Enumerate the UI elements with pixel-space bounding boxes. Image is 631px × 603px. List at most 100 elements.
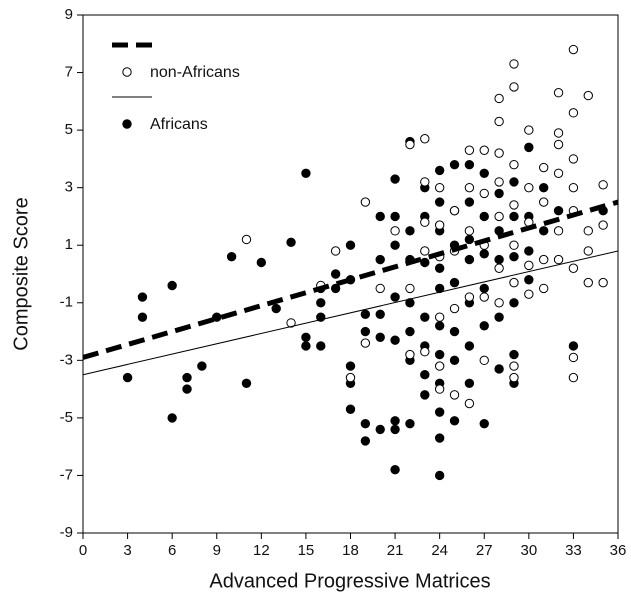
data-point bbox=[479, 168, 489, 178]
data-point bbox=[494, 254, 504, 265]
data-point bbox=[405, 418, 415, 429]
data-point bbox=[256, 257, 267, 268]
data-point bbox=[509, 211, 519, 222]
data-point bbox=[316, 341, 326, 351]
x-tick-label: 24 bbox=[431, 542, 448, 559]
data-point bbox=[449, 355, 460, 366]
data-point bbox=[375, 332, 385, 343]
data-point bbox=[420, 347, 430, 357]
data-point bbox=[375, 254, 385, 265]
legend-label: Africans bbox=[150, 116, 208, 133]
data-point bbox=[390, 174, 400, 184]
data-point bbox=[301, 168, 311, 178]
data-point bbox=[553, 226, 564, 236]
data-point bbox=[538, 254, 549, 265]
data-point bbox=[479, 145, 489, 155]
data-point bbox=[553, 205, 564, 216]
data-point bbox=[434, 361, 445, 371]
data-point bbox=[405, 283, 415, 294]
data-point bbox=[464, 197, 475, 207]
data-point bbox=[598, 277, 608, 288]
trend-line bbox=[82, 199, 619, 360]
data-point bbox=[182, 372, 192, 383]
x-tick-label: 15 bbox=[298, 542, 315, 559]
y-tick-label: -3 bbox=[60, 351, 73, 368]
data-point bbox=[390, 424, 400, 435]
x-tick-label: 21 bbox=[387, 542, 404, 559]
data-point bbox=[405, 226, 415, 236]
data-point bbox=[167, 280, 177, 291]
data-point bbox=[390, 416, 400, 426]
data-point bbox=[509, 82, 519, 92]
data-point bbox=[538, 197, 549, 207]
data-point bbox=[464, 398, 475, 409]
data-point bbox=[479, 249, 489, 259]
data-point bbox=[583, 226, 593, 236]
data-point bbox=[434, 263, 445, 273]
data-point bbox=[524, 142, 534, 153]
data-point bbox=[568, 372, 579, 383]
data-point bbox=[524, 246, 534, 256]
data-point bbox=[137, 292, 148, 302]
x-tick-label: 12 bbox=[253, 542, 270, 559]
data-point bbox=[583, 246, 593, 256]
x-tick-label: 18 bbox=[342, 542, 359, 559]
data-point bbox=[434, 220, 445, 230]
data-point bbox=[568, 263, 579, 273]
data-point bbox=[449, 277, 460, 288]
data-point bbox=[524, 289, 534, 299]
data-point bbox=[122, 372, 133, 383]
data-point bbox=[479, 211, 489, 222]
data-point bbox=[509, 240, 519, 250]
data-point bbox=[449, 390, 460, 400]
data-point bbox=[568, 108, 579, 118]
data-point bbox=[479, 355, 489, 366]
data-point bbox=[330, 246, 341, 256]
data-point bbox=[553, 128, 564, 138]
data-point bbox=[538, 182, 549, 193]
data-point bbox=[420, 257, 430, 268]
data-point bbox=[598, 220, 608, 230]
data-point bbox=[420, 217, 430, 227]
data-point bbox=[449, 326, 460, 337]
y-tick-label: 9 bbox=[65, 6, 73, 23]
data-point bbox=[434, 197, 445, 207]
data-point bbox=[390, 211, 400, 222]
data-point bbox=[420, 312, 430, 322]
data-point bbox=[494, 364, 504, 374]
data-point bbox=[390, 240, 400, 250]
data-point bbox=[568, 341, 579, 351]
data-point bbox=[553, 168, 564, 178]
data-point bbox=[197, 361, 207, 371]
data-point bbox=[494, 263, 504, 273]
data-point bbox=[420, 134, 430, 144]
data-point bbox=[479, 321, 489, 331]
data-point bbox=[405, 326, 415, 337]
x-tick-label: 33 bbox=[565, 542, 582, 559]
data-point bbox=[464, 234, 475, 245]
data-point bbox=[405, 349, 415, 360]
data-point bbox=[464, 226, 475, 236]
data-point bbox=[449, 303, 460, 314]
data-point bbox=[449, 205, 460, 216]
data-point bbox=[434, 312, 445, 322]
data-point bbox=[375, 424, 385, 435]
legend-marker bbox=[122, 67, 132, 77]
data-point bbox=[137, 312, 148, 322]
data-point bbox=[420, 246, 430, 256]
data-point bbox=[316, 298, 326, 308]
data-point bbox=[509, 349, 519, 360]
data-point bbox=[360, 309, 371, 319]
data-point bbox=[509, 277, 519, 288]
data-point bbox=[286, 318, 296, 328]
x-tick-label: 36 bbox=[610, 542, 627, 559]
y-tick-label: 1 bbox=[65, 236, 73, 253]
data-point bbox=[286, 237, 296, 248]
data-point bbox=[464, 341, 475, 351]
data-point bbox=[420, 177, 430, 187]
legend-bg bbox=[108, 37, 238, 85]
data-point bbox=[494, 148, 504, 158]
data-point bbox=[494, 312, 504, 322]
data-point bbox=[241, 378, 252, 389]
